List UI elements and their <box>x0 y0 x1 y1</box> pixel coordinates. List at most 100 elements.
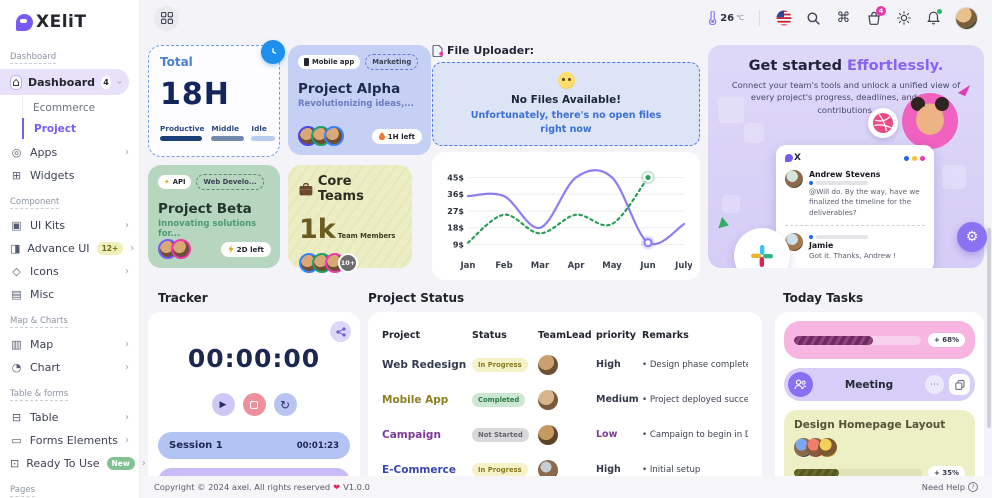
chevron-right-icon: › <box>125 266 129 277</box>
file-uploader-header: File Uploader: <box>432 44 534 57</box>
sidebar-item-label: Ready To Use <box>26 457 100 470</box>
today-tasks-heading: Today Tasks <box>783 291 864 305</box>
reset-button[interactable]: ↻ <box>273 393 297 416</box>
play-button[interactable]: ▶ <box>211 393 235 416</box>
chat-brand-logo: X <box>785 153 801 163</box>
bell-icon <box>927 11 940 25</box>
stop-icon <box>250 400 258 409</box>
total-hours-card: Total 18H Productive Middle Idle <box>148 40 285 157</box>
need-help-link[interactable]: Need Help <box>921 482 965 492</box>
copy-button[interactable] <box>949 374 970 395</box>
sidebar-item-advance-ui[interactable]: ◨ Advance UI 12+ › <box>0 237 139 260</box>
table-row[interactable]: Web Redesign In Progress High Design pha… <box>382 347 748 382</box>
settings-fab[interactable]: ⚙ <box>957 222 987 252</box>
core-teams-card[interactable]: Core Teams 1k Team Members 10+ <box>288 165 412 273</box>
sidebar-item-ui-kits[interactable]: ▣ UI Kits › <box>0 214 139 237</box>
theme-toggle-button[interactable] <box>895 10 912 27</box>
sidebar-item-map[interactable]: ▥ Map › <box>0 333 139 356</box>
table-row[interactable]: Mobile App Completed Medium Project depl… <box>382 382 748 417</box>
teamlead-avatar <box>538 389 558 410</box>
notifications-button[interactable] <box>925 8 942 27</box>
slack-icon <box>734 228 790 268</box>
share-button[interactable] <box>330 321 351 342</box>
table-row[interactable]: Campaign Not Started Low Campaign to beg… <box>382 417 748 452</box>
clock-button[interactable] <box>261 40 285 64</box>
table-row[interactable]: E-Commerce In Progress High Initial setu… <box>382 452 748 476</box>
app-logo[interactable]: XEliT <box>0 6 139 42</box>
team-avatars <box>298 126 344 146</box>
advance-ui-badge: 12+ <box>96 242 124 255</box>
help-icon[interactable]: ? <box>968 482 978 492</box>
project-beta-card[interactable]: ✦ API Web Develo... Project Beta Innovat… <box>148 165 280 268</box>
copy-icon <box>954 379 965 390</box>
chat-user-name: Andrew Stevens <box>809 170 881 179</box>
search-icon <box>807 12 820 25</box>
stop-button[interactable] <box>242 393 266 416</box>
cart-button[interactable]: 4 <box>865 5 886 27</box>
sidebar-item-widgets[interactable]: ⊞ Widgets <box>0 164 139 187</box>
spending-chart-card: 9$ 18$ 27$ 36$ 45$ Jan Feb Mar Apr May Jun July <box>432 152 700 280</box>
team-avatars <box>158 239 191 259</box>
meeting-task-item[interactable]: Meeting ⋯ <box>784 368 975 401</box>
team-count: 1k <box>299 214 336 245</box>
svg-text:27$: 27$ <box>447 207 464 216</box>
teamlead-avatar <box>538 424 558 445</box>
sidebar-item-chart[interactable]: ◔ Chart › <box>0 356 139 379</box>
sidebar-item-table[interactable]: ⊟ Table › <box>0 406 139 429</box>
section-label-table-forms: Table & forms <box>10 389 69 401</box>
sidebar-subitem-project[interactable]: Project <box>22 118 139 139</box>
timer-display: 00:00:00 <box>187 344 321 373</box>
sidebar-item-icons[interactable]: ◇ Icons › <box>0 260 139 283</box>
chevron-right-icon: › <box>125 339 129 350</box>
user-avatar[interactable] <box>955 6 978 30</box>
file-uploader-dropzone[interactable]: No Files Available! Unfortunately, there… <box>432 62 700 146</box>
chevron-right-icon: › <box>125 362 129 373</box>
window-dots <box>904 155 925 161</box>
svg-text:Jun: Jun <box>639 261 655 271</box>
apps-grid-button[interactable] <box>154 5 179 31</box>
clock-icon <box>268 47 278 57</box>
section-label-dashboard: Dashboard <box>10 52 57 64</box>
chevron-right-icon: › <box>130 243 135 254</box>
no-files-text: Unfortunately, there's no open files rig… <box>470 109 662 135</box>
today-tasks-card: + 68% Meeting ⋯ Design Homepage <box>775 312 984 476</box>
sidebar-item-ready-to-use[interactable]: ⊡ Ready To Use New › <box>0 452 146 475</box>
project-subtitle: Revolutionizing ideas,... <box>298 99 414 109</box>
sidebar-subitem-ecommerce[interactable]: Ecommerce <box>33 101 96 114</box>
sidebar-item-apps[interactable]: ◎ Apps › <box>0 141 139 164</box>
design-task-item[interactable]: Design Homepage Layout + 35% <box>784 410 975 476</box>
tag-api: ✦ API <box>158 175 192 189</box>
tag-mobile-app: Mobile app <box>298 55 361 69</box>
icons-icon: ◇ <box>12 265 21 278</box>
thermometer-icon <box>709 11 717 25</box>
chevron-right-icon: › <box>125 147 129 158</box>
ui-kits-icon: ▣ <box>11 219 22 232</box>
project-title: Project Alpha <box>298 81 401 97</box>
sparkle-icon: ✦ <box>164 178 170 186</box>
language-flag-button[interactable] <box>775 10 792 27</box>
svg-text:9$: 9$ <box>453 240 465 249</box>
chevron-right-icon: › <box>125 435 129 446</box>
project-alpha-card[interactable]: Mobile app Marketing Project Alpha Revol… <box>288 45 431 155</box>
sidebar-item-dashboard[interactable]: ⌂ Dashboard 4 › <box>0 69 129 95</box>
vertical-scrollbar[interactable] <box>987 228 991 428</box>
notification-dot <box>937 8 942 14</box>
chevron-right-icon: › <box>125 412 129 423</box>
shortcuts-button[interactable]: ⌘ <box>835 10 852 27</box>
chat-message: Got it. Thanks, Andrew ! <box>809 251 897 261</box>
sidebar-item-misc[interactable]: ▤ Misc <box>0 283 139 306</box>
misc-icon: ▤ <box>11 288 22 301</box>
widgets-icon: ⊞ <box>11 169 22 182</box>
legend-middle: Middle <box>211 124 245 141</box>
task-progress-item[interactable]: + 68% <box>784 321 975 359</box>
sidebar-item-label: Icons <box>30 265 59 278</box>
more-options-button[interactable]: ⋯ <box>925 375 944 394</box>
session-row[interactable]: Session 2 00:02:45 <box>158 468 350 476</box>
weather-widget[interactable]: 26 ℃ <box>707 11 744 25</box>
session-row[interactable]: Session 1 00:01:23 <box>158 432 350 459</box>
tracker-heading: Tracker <box>158 291 208 305</box>
sidebar-item-forms-elements[interactable]: ▭ Forms Elements › <box>0 429 139 452</box>
search-button[interactable] <box>805 10 822 27</box>
chat-user-name: Jamie <box>809 241 834 251</box>
session-time: 00:01:23 <box>296 440 339 451</box>
